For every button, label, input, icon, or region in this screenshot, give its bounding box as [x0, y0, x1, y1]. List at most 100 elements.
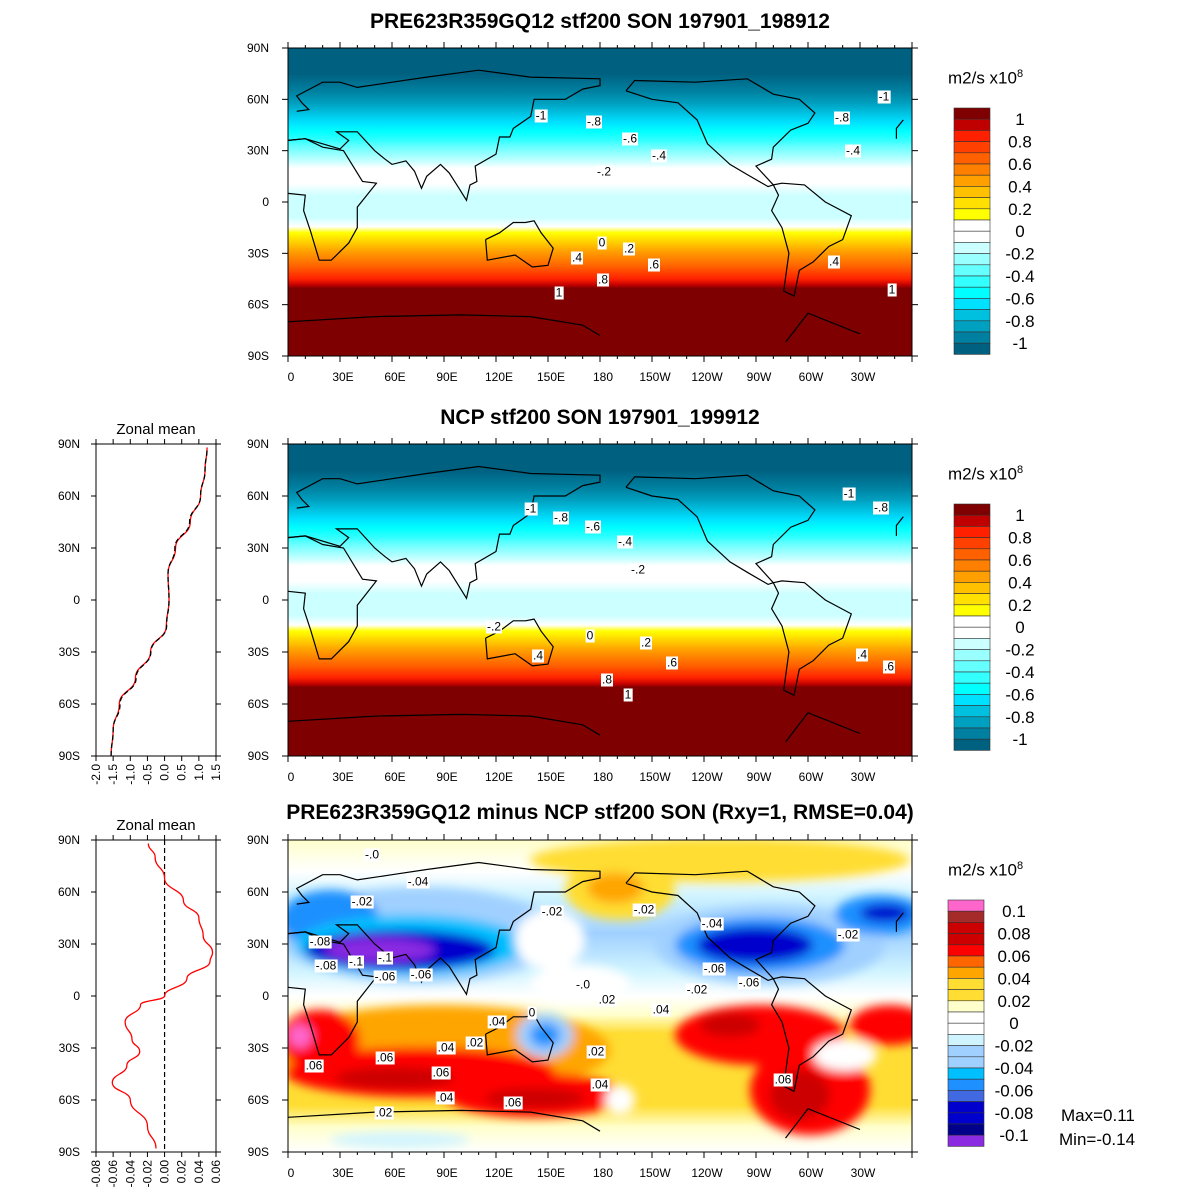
colorbar-middle-swatch — [953, 559, 991, 572]
max-label: Max=0.11 — [1061, 1106, 1135, 1125]
lat-label: 90N — [247, 833, 269, 847]
contour-label: -.0 — [363, 847, 381, 862]
coastline — [287, 711, 861, 743]
zonal-y-label: 0 — [73, 989, 80, 1003]
zonal-mean-line-model — [111, 843, 214, 1149]
colorbar-bottom-swatch — [947, 933, 985, 946]
colorbar-middle-swatch — [953, 638, 991, 650]
units-label-top: m2/s x108 — [948, 68, 1023, 89]
lon-label: 60W — [799, 370, 824, 384]
colorbar-top-swatch — [953, 331, 991, 344]
zonal-y-label: 60N — [58, 885, 80, 899]
lon-label: 60W — [799, 1166, 824, 1180]
colorbar-middle-label: 0.8 — [1008, 529, 1032, 548]
colorbar-middle-swatch — [953, 604, 991, 617]
colorbar-bottom-swatch — [947, 910, 985, 923]
lat-label: 30S — [248, 645, 269, 659]
colorbar-bottom-swatch — [947, 1000, 985, 1013]
zonal-x-label: -0.06 — [106, 1160, 120, 1188]
colorbar-top-swatch — [953, 208, 991, 221]
lon-label: 90E — [436, 1166, 457, 1180]
lon-label: 180 — [593, 370, 613, 384]
lon-label: 90W — [747, 370, 772, 384]
colorbar-bottom-label: 0.02 — [997, 992, 1030, 1011]
contour-label: -.2 — [485, 619, 503, 634]
colorbar-bottom-label: 0.06 — [997, 947, 1030, 966]
units-label-middle: m2/s x108 — [948, 464, 1023, 485]
colorbar-top-label: 0.6 — [1008, 155, 1032, 174]
lat-label: 60N — [247, 92, 269, 106]
zonal-x-label: 1.0 — [192, 764, 206, 781]
contour-label: -.04 — [700, 916, 724, 931]
colorbar-top-swatch — [953, 242, 991, 254]
contour-label: .04 — [590, 1077, 610, 1092]
lon-label: 150W — [639, 770, 671, 784]
contour-label: .2 — [639, 635, 653, 650]
contour-label: .6 — [647, 257, 661, 272]
colorbar-bottom-label: -0.08 — [995, 1104, 1034, 1123]
zonal-y-label: 90N — [58, 437, 80, 451]
contour-label: .2 — [622, 241, 636, 256]
lat-label: 30N — [247, 144, 269, 158]
contour-label: 0 — [527, 1005, 537, 1020]
colorbar-top-swatch — [953, 118, 991, 131]
contour-label: 1 — [623, 687, 633, 702]
colorbar-middle-swatch — [953, 671, 991, 684]
colorbar-top-swatch — [953, 163, 991, 176]
contour-label: -.02 — [632, 902, 656, 917]
contour-label: -.02 — [685, 982, 709, 997]
colorbar-middle-swatch — [953, 649, 991, 662]
lon-label: 0 — [288, 370, 295, 384]
colorbars: 1 0.8 0.6 0.4 0.2 0 -0.2 -0.4 -0.6 -0.8 -1 1 0.8 0.6 0… — [947, 107, 1035, 1147]
contour-label: 0 — [597, 235, 607, 250]
colorbar-top-swatch — [953, 174, 991, 187]
colorbar-middle-label: 0.2 — [1008, 596, 1032, 615]
zonal-x-label: 1.5 — [209, 764, 223, 781]
contour-label: -.8 — [585, 114, 603, 129]
lat-label: 0 — [262, 195, 269, 209]
colorbar-top-swatch — [953, 342, 991, 355]
map-top — [287, 47, 913, 357]
colorbar-middle-label: -0.2 — [1005, 641, 1034, 660]
zonal-x-label: 0.00 — [158, 1160, 172, 1184]
contour-label: .06 — [773, 1072, 793, 1087]
colorbar-bottom-swatch — [947, 1090, 985, 1102]
colorbar-bottom-label: -0.1 — [999, 1126, 1028, 1145]
zonal-x-label: 0.06 — [209, 1160, 223, 1184]
colorbar-middle-label: 1 — [1015, 506, 1024, 525]
colorbar-bottom-swatch — [947, 1034, 985, 1046]
units-exponent: 8 — [1016, 860, 1024, 872]
contour-label: -.6 — [584, 519, 602, 534]
colorbar-top-label: -0.8 — [1005, 312, 1034, 331]
contour-label: -.4 — [844, 143, 862, 158]
lon-label: 60E — [384, 370, 405, 384]
zonal-x-label: -1.0 — [123, 764, 137, 785]
coastline — [625, 870, 816, 982]
colorbar-top-swatch — [953, 253, 991, 266]
colorbar-bottom-swatch — [947, 955, 985, 968]
lon-label: 120E — [485, 770, 513, 784]
contour-label: .02 — [597, 992, 617, 1007]
colorbar-middle-swatch — [953, 682, 991, 695]
map-coastlines — [287, 69, 904, 343]
coastline — [485, 618, 554, 667]
colorbar-middle-swatch — [953, 694, 991, 706]
contour-label: .02 — [465, 1035, 485, 1050]
lon-label: 180 — [593, 1166, 613, 1180]
contour-label: -.06 — [409, 967, 433, 982]
contour-label: .06 — [503, 1095, 523, 1110]
colorbar-bottom-swatch — [947, 1011, 985, 1024]
lon-label: 60W — [799, 770, 824, 784]
coastline — [770, 182, 853, 297]
colorbar-top-swatch — [953, 197, 991, 210]
colorbar-bottom-swatch — [947, 1112, 985, 1125]
lat-label: 30N — [247, 541, 269, 555]
contour-label: -1 — [524, 501, 538, 516]
colorbar-middle-swatch — [953, 570, 991, 583]
lon-label: 150W — [639, 370, 671, 384]
lat-label: 30N — [247, 937, 269, 951]
lon-label: 150E — [537, 770, 565, 784]
colorbar-middle-label: -0.4 — [1005, 663, 1034, 682]
lon-label: 30E — [332, 370, 353, 384]
colorbar-bottom-swatch — [947, 1078, 985, 1091]
